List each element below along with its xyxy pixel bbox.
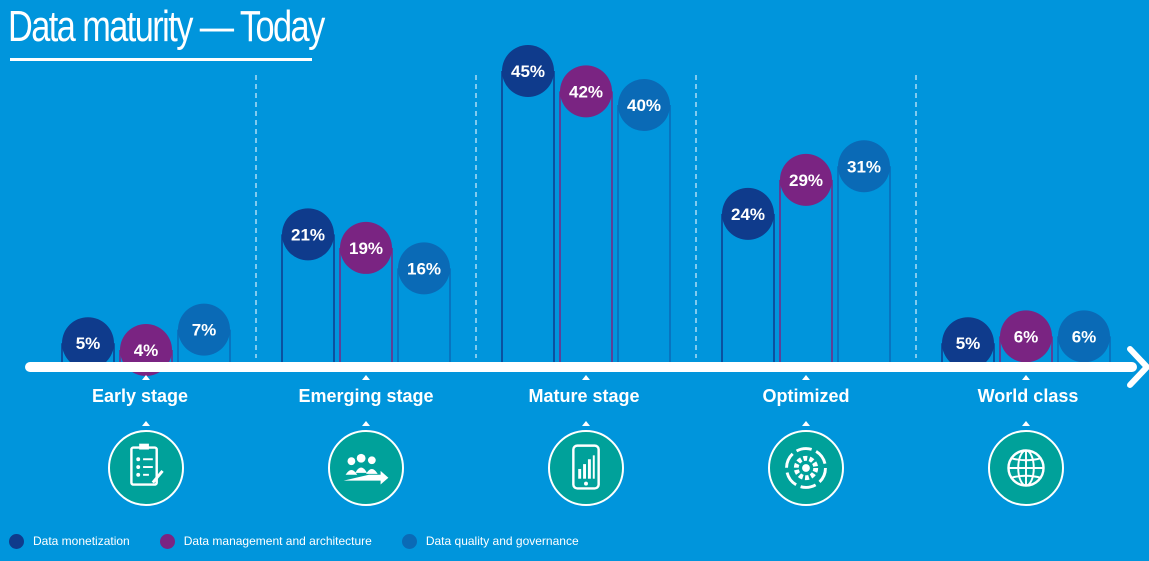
legend-item: Data monetization [9, 533, 130, 549]
data-label: 31% [847, 157, 881, 176]
bar-bubble [178, 303, 230, 356]
icon-marker [582, 421, 590, 426]
icon-marker [142, 421, 150, 426]
data-label: 4% [134, 341, 159, 360]
legend-swatch [9, 533, 24, 549]
stage-marker [582, 375, 590, 380]
bar-pillar [501, 71, 555, 367]
legend-item: Data management and architecture [159, 533, 372, 549]
data-label: 6% [1072, 327, 1097, 346]
legend-label: Data monetization [33, 534, 130, 548]
bar-pillar [999, 336, 1053, 367]
data-label: 5% [76, 334, 101, 353]
bar-pillar [837, 166, 891, 367]
bar-2-1: 21% [281, 208, 335, 367]
checklist-icon [108, 430, 184, 506]
stage-label: Early stage [91, 386, 189, 406]
icon-marker [802, 421, 810, 426]
bar-pillar [281, 234, 335, 367]
bar-bubble [722, 187, 774, 240]
stage-label: World class [977, 386, 1079, 406]
legend-swatch [401, 533, 417, 549]
bar-1-3: 7% [177, 303, 231, 367]
title-underline [10, 58, 312, 61]
legend-label: Data quality and governance [425, 534, 579, 548]
stage-label: Optimized [762, 386, 850, 406]
bar-4-3: 31% [837, 140, 891, 367]
bar-bubble [340, 221, 392, 274]
bar-5-1: 5% [941, 317, 995, 370]
legend-swatch [159, 533, 175, 549]
icon-marker [1022, 421, 1030, 426]
legend: Data monetization Data management and arc… [9, 531, 609, 551]
bar-bubble [618, 79, 670, 132]
bar-bubble [502, 45, 554, 97]
bar-pillar [397, 268, 451, 367]
stage-marker [802, 375, 810, 380]
bar-2-3: 16% [397, 242, 451, 367]
bar-4-1: 24% [721, 187, 775, 367]
data-label: 21% [291, 225, 325, 244]
data-label: 40% [627, 96, 661, 115]
bar-bubble [398, 242, 450, 295]
bar-1-1: 5% [61, 317, 115, 370]
stage-marker [362, 375, 370, 380]
page-title: Data maturity — Today [8, 2, 325, 51]
team-growth-icon [328, 430, 404, 506]
bar-5-3: 6% [1057, 310, 1111, 367]
bar-3-2: 42% [559, 65, 613, 367]
bar-pillar [559, 91, 613, 367]
stage-label: Emerging stage [298, 386, 434, 406]
data-label: 5% [956, 334, 981, 353]
bar-pillar [617, 105, 671, 367]
data-label: 7% [192, 321, 217, 340]
bar-bubble [1058, 310, 1110, 363]
data-label: 19% [349, 239, 383, 258]
bar-5-2: 6% [999, 310, 1053, 367]
bar-3-3: 40% [617, 79, 671, 367]
mobile-chart-icon [548, 430, 624, 506]
globe-icon [988, 430, 1064, 506]
gear-icon [768, 430, 844, 506]
bar-pillar [1057, 336, 1111, 367]
stage-marker [1022, 375, 1030, 380]
bar-pillar [779, 179, 833, 367]
bar-pillar [339, 247, 393, 367]
icon-marker [362, 421, 370, 426]
data-label: 45% [511, 62, 545, 81]
timeline-arrowhead [1127, 346, 1149, 388]
bar-3-1: 45% [501, 45, 555, 367]
bar-bubble [942, 317, 994, 370]
data-label: 42% [569, 82, 603, 101]
bar-bubble [838, 140, 890, 193]
data-label: 6% [1014, 327, 1039, 346]
bar-4-2: 29% [779, 153, 833, 367]
stage-label: Mature stage [528, 386, 640, 406]
bar-bubble [560, 65, 612, 118]
data-label: 16% [407, 259, 441, 278]
data-label: 24% [731, 205, 765, 224]
bar-bubble [780, 153, 832, 206]
bar-pillar [177, 329, 231, 367]
legend-label: Data management and architecture [183, 534, 372, 548]
stage-marker [142, 375, 150, 380]
bar-2-2: 19% [339, 221, 393, 367]
bar-bubble [282, 208, 334, 261]
data-label: 29% [789, 171, 823, 190]
bar-bubble [1000, 310, 1052, 363]
bar-bubble [62, 317, 114, 370]
legend-item: Data quality and governance [401, 533, 579, 549]
bar-pillar [721, 213, 775, 367]
